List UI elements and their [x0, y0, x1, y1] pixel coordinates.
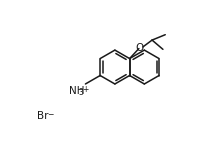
Text: Br: Br — [37, 111, 48, 121]
Text: −: − — [47, 110, 53, 119]
Text: +: + — [82, 85, 89, 94]
Text: O: O — [136, 43, 144, 53]
Text: NH: NH — [69, 86, 85, 96]
Text: 3: 3 — [79, 88, 84, 96]
